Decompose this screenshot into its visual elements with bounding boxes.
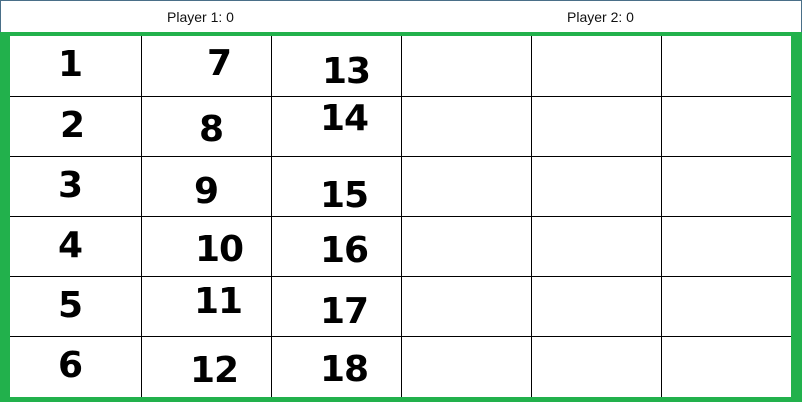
cell-number: 3 <box>58 165 83 206</box>
cell-number: 12 <box>190 350 239 391</box>
board-cell-r6-c1[interactable]: 6 <box>10 336 141 397</box>
board-cell-r4-c1[interactable]: 4 <box>10 216 141 276</box>
board-cell-r3-c4[interactable] <box>401 156 531 216</box>
cell-number: 9 <box>194 171 219 212</box>
cell-number: 7 <box>207 43 232 84</box>
board-cell-r5-c1[interactable]: 5 <box>10 276 141 336</box>
board-cell-r6-c2[interactable]: 12 <box>141 336 271 397</box>
board-cell-r6-c6[interactable] <box>661 336 791 397</box>
cell-number: 1 <box>58 44 83 85</box>
cell-number: 15 <box>320 175 369 216</box>
board-frame: 1 7 13 2 8 14 3 9 15 4 10 16 5 11 17 6 12 18 <box>0 32 802 402</box>
board-cell-r5-c2[interactable]: 11 <box>141 276 271 336</box>
cell-number: 18 <box>320 349 369 390</box>
cell-number: 2 <box>60 105 85 146</box>
board-cell-r3-c1[interactable]: 3 <box>10 156 141 216</box>
player-2-score: Player 2: 0 <box>567 9 634 25</box>
board-cell-r3-c2[interactable]: 9 <box>141 156 271 216</box>
board-cell-r4-c5[interactable] <box>531 216 661 276</box>
board-cell-r4-c3[interactable]: 16 <box>271 216 401 276</box>
board-cell-r2-c6[interactable] <box>661 96 791 156</box>
board-cell-r2-c4[interactable] <box>401 96 531 156</box>
cell-number: 5 <box>58 285 83 326</box>
cell-number: 11 <box>194 281 243 322</box>
board-cell-r2-c5[interactable] <box>531 96 661 156</box>
cell-number: 8 <box>199 109 224 150</box>
board-cell-r1-c2[interactable]: 7 <box>141 36 271 96</box>
board-cell-r6-c4[interactable] <box>401 336 531 397</box>
board-cell-r4-c6[interactable] <box>661 216 791 276</box>
cell-number: 14 <box>320 98 369 139</box>
board-cell-r2-c2[interactable]: 8 <box>141 96 271 156</box>
score-bar: Player 1: 0 Player 2: 0 <box>0 0 802 32</box>
cell-number: 17 <box>320 291 369 332</box>
board-cell-r3-c5[interactable] <box>531 156 661 216</box>
board-cell-r2-c1[interactable]: 2 <box>10 96 141 156</box>
board-cell-r1-c4[interactable] <box>401 36 531 96</box>
cell-number: 10 <box>195 229 244 270</box>
board-cell-r6-c5[interactable] <box>531 336 661 397</box>
board-cell-r6-c3[interactable]: 18 <box>271 336 401 397</box>
game-board: 1 7 13 2 8 14 3 9 15 4 10 16 5 11 17 6 12 18 <box>10 36 791 397</box>
player-1-score: Player 1: 0 <box>167 9 234 25</box>
board-cell-r3-c6[interactable] <box>661 156 791 216</box>
cell-number: 16 <box>320 230 369 271</box>
board-cell-r1-c3[interactable]: 13 <box>271 36 401 96</box>
board-cell-r5-c3[interactable]: 17 <box>271 276 401 336</box>
board-cell-r1-c5[interactable] <box>531 36 661 96</box>
cell-number: 6 <box>58 345 83 386</box>
cell-number: 4 <box>58 225 83 266</box>
board-cell-r1-c6[interactable] <box>661 36 791 96</box>
board-cell-r4-c2[interactable]: 10 <box>141 216 271 276</box>
cell-number: 13 <box>322 51 371 92</box>
board-cell-r2-c3[interactable]: 14 <box>271 96 401 156</box>
board-cell-r3-c3[interactable]: 15 <box>271 156 401 216</box>
board-cell-r5-c6[interactable] <box>661 276 791 336</box>
board-cell-r5-c5[interactable] <box>531 276 661 336</box>
board-cell-r1-c1[interactable]: 1 <box>10 36 141 96</box>
board-cell-r5-c4[interactable] <box>401 276 531 336</box>
board-cell-r4-c4[interactable] <box>401 216 531 276</box>
